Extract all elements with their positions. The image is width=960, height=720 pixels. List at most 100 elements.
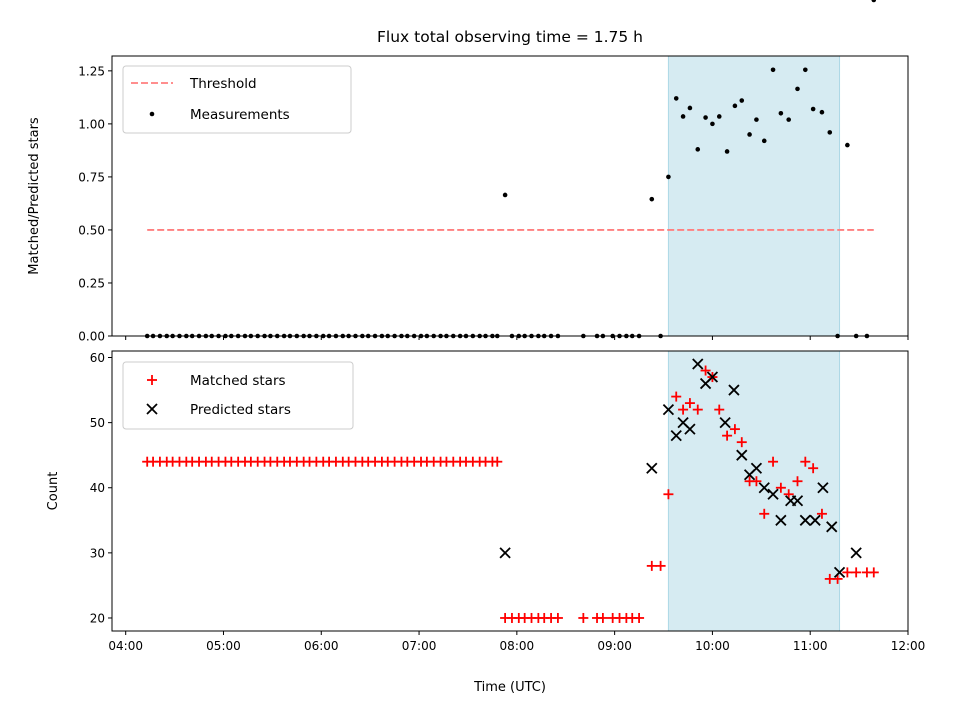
x-tick-label: 05:00: [206, 639, 241, 653]
y-tick-label: 0.75: [78, 170, 105, 184]
predicted-point: [728, 384, 740, 396]
predicted-point: [670, 430, 682, 442]
matched-point: [684, 398, 695, 409]
predicted-point: [719, 416, 731, 429]
y-axis-ticks-top: 0.00 0.25 0.50 0.75 1.00 1.25: [78, 64, 112, 344]
matched-point: [868, 567, 879, 578]
measurement-point: [502, 192, 508, 198]
predicted-point: [662, 403, 675, 416]
observing-window-shade-top: [667, 55, 841, 337]
legend-measurements-label: Measurements: [190, 107, 290, 123]
matched-point: [646, 560, 657, 571]
predicted-point: [684, 423, 696, 435]
matched-point: [597, 612, 608, 623]
predicted-point: [750, 462, 763, 474]
measurement-point: [761, 138, 767, 144]
x-axis-label: Time (UTC): [473, 680, 546, 695]
matched-point: [768, 456, 779, 467]
predicted-point: [767, 488, 779, 500]
matched-point: [729, 424, 740, 435]
measurement-point: [819, 109, 825, 115]
measurement-point: [666, 174, 671, 180]
predicted-point: [833, 566, 846, 579]
matched-point: [634, 612, 645, 623]
predicted-point: [736, 449, 748, 461]
matched-point: [663, 489, 674, 500]
legend-box-bottom: [122, 361, 354, 430]
matched-point: [842, 567, 853, 578]
legend-predicted-swatch: [146, 403, 158, 415]
measurement-point: [803, 67, 808, 73]
measurement-point: [673, 96, 679, 101]
legend-box-top: [122, 65, 352, 134]
matched-point: [578, 612, 589, 623]
x-axis-ticks-bottom: 04:00 05:00 06:00 07:00 08:00 09:00 10:00 11:00…: [108, 631, 925, 653]
predicted-point: [817, 482, 829, 494]
measurement-point: [716, 114, 722, 119]
measurement-point: [871, 0, 877, 3]
predicted-point: [791, 495, 804, 507]
panel-ratio: 0.00 0.25 0.50 0.75 1.00 1.25 Matched/Predict…: [27, 0, 909, 344]
y-tick-label: 40: [90, 481, 105, 495]
measurement-point: [703, 115, 708, 120]
matched-point: [722, 430, 733, 441]
predicted-point: [499, 547, 511, 559]
y-tick-label: 1.25: [78, 64, 105, 78]
y-axis-label-top: Matched/Predicted stars: [27, 117, 42, 275]
measurement-point: [770, 67, 776, 73]
x-tick-label: 06:00: [304, 639, 339, 653]
predicted-stars-series: [499, 358, 862, 579]
matched-point: [700, 365, 711, 376]
predicted-point: [799, 514, 811, 526]
measurement-point: [724, 149, 730, 154]
matched-point: [800, 456, 811, 467]
legend-matched-swatch: [147, 375, 157, 385]
matched-point: [808, 463, 819, 474]
axes-frame-top: [111, 55, 909, 337]
y-axis-label-bottom: Count: [46, 472, 61, 511]
measurement-point: [710, 121, 715, 127]
measurement-point: [754, 117, 759, 122]
predicted-point: [646, 462, 658, 474]
measurement-point: [778, 110, 784, 116]
matched-point: [816, 508, 827, 519]
x-tick-label: 04:00: [108, 639, 143, 653]
x-tick-label: 11:00: [793, 639, 828, 653]
y-tick-label: 30: [90, 546, 105, 560]
matched-stars-series: [142, 365, 879, 623]
legend-top: Threshold Measurements: [122, 65, 352, 134]
y-tick-label: 0.00: [78, 330, 105, 344]
measurement-point: [786, 117, 791, 122]
matched-point: [714, 404, 725, 415]
legend-bottom: Matched stars Predicted stars: [122, 361, 354, 430]
chart-title: Flux total observing time = 1.75 h: [377, 28, 643, 46]
measurement-point: [845, 142, 850, 148]
y-tick-label: 60: [90, 351, 105, 365]
y-tick-label: 0.50: [78, 223, 105, 237]
matched-point: [552, 612, 563, 623]
predicted-point: [775, 514, 787, 526]
y-tick-label: 1.00: [78, 117, 105, 131]
measurement-point: [649, 196, 655, 202]
x-tick-label: 12:00: [891, 639, 926, 653]
predicted-point: [692, 358, 704, 370]
measurement-point: [810, 106, 816, 112]
predicted-point: [850, 547, 862, 559]
matched-point: [792, 476, 803, 487]
measurement-point: [739, 98, 745, 103]
measurement-point: [795, 86, 800, 92]
legend-measurements-swatch: [149, 111, 155, 117]
matched-point: [851, 567, 862, 578]
predicted-point: [758, 482, 770, 494]
axes-frame-bottom: [111, 350, 909, 632]
legend-predicted-label: Predicted stars: [190, 402, 291, 418]
legend-threshold-label: Threshold: [189, 76, 257, 92]
matched-point: [678, 404, 689, 415]
matched-point: [655, 560, 666, 571]
y-tick-label: 0.25: [78, 276, 105, 290]
measurement-point: [747, 132, 752, 137]
matched-point: [671, 391, 682, 402]
measurement-point: [827, 130, 833, 135]
measurement-point: [687, 105, 693, 111]
